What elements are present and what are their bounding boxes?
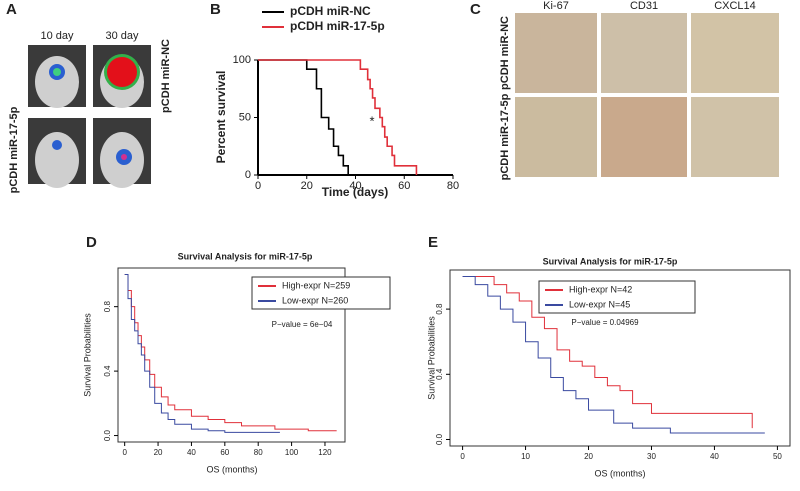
survival-curve bbox=[462, 276, 753, 429]
panel-label: E bbox=[428, 234, 438, 251]
y-axis-label: Percent survival bbox=[214, 71, 228, 164]
row-label: pCDH miR-NC bbox=[160, 39, 172, 113]
col-label: 30 day bbox=[105, 30, 139, 42]
annotation: P−value = 6e−04 bbox=[272, 320, 333, 329]
plot-frame bbox=[449, 269, 791, 447]
legend-box bbox=[538, 280, 696, 314]
x-axis-label: OS (months) bbox=[594, 468, 645, 478]
col-label: CD31 bbox=[630, 0, 658, 12]
x-tick-label: 10 bbox=[521, 452, 530, 461]
x-tick-label: 40 bbox=[187, 448, 196, 457]
x-tick-label: 40 bbox=[710, 452, 719, 461]
row-label: pCDH miR-NC bbox=[499, 16, 511, 90]
x-axis-label: Time (days) bbox=[322, 185, 388, 199]
x-tick-label: 100 bbox=[285, 448, 299, 457]
x-tick-label: 20 bbox=[301, 180, 313, 192]
legend-label: Low-expr N=45 bbox=[569, 299, 630, 309]
y-tick-label: 0 bbox=[245, 169, 251, 181]
y-tick-label: 0.8 bbox=[435, 303, 444, 315]
y-tick-label: 50 bbox=[239, 111, 251, 123]
x-tick-label: 120 bbox=[318, 448, 332, 457]
x-tick-label: 50 bbox=[773, 452, 782, 461]
x-tick-label: 40 bbox=[349, 180, 361, 192]
y-tick-label: 0.4 bbox=[103, 365, 112, 377]
annotation: * bbox=[369, 113, 374, 128]
col-label: 10 day bbox=[40, 30, 74, 42]
legend-label: Low-expr N=260 bbox=[282, 295, 348, 305]
x-tick-label: 30 bbox=[647, 452, 656, 461]
panel-label: A bbox=[6, 1, 17, 18]
panel-label: B bbox=[210, 1, 221, 18]
legend-label: High-expr N=259 bbox=[282, 280, 350, 290]
legend-label: High-expr N=42 bbox=[569, 284, 632, 294]
survival-curve bbox=[258, 59, 418, 175]
row-label: pCDH miR-17-5p bbox=[8, 106, 20, 193]
x-tick-label: 0 bbox=[460, 452, 465, 461]
x-tick-label: 80 bbox=[447, 180, 459, 192]
x-tick-label: 20 bbox=[584, 452, 593, 461]
x-axis-label: OS (months) bbox=[206, 464, 257, 474]
y-tick-label: 100 bbox=[233, 54, 251, 66]
y-tick-label: 0.0 bbox=[435, 433, 444, 445]
plot-frame bbox=[117, 267, 346, 443]
x-tick-label: 0 bbox=[122, 448, 127, 457]
legend-label: pCDH miR-NC bbox=[290, 4, 371, 18]
row-label: pCDH miR-17-5p bbox=[499, 93, 511, 180]
chart-title: Survival Analysis for miR-17-5p bbox=[178, 251, 313, 261]
panel-c-images bbox=[515, 13, 779, 177]
chart-title: Survival Analysis for miR-17-5p bbox=[543, 256, 678, 266]
x-tick-label: 80 bbox=[254, 448, 263, 457]
panel-label: C bbox=[470, 1, 481, 18]
panel-a-images bbox=[28, 45, 151, 188]
y-axis-label: Survival Probabilities bbox=[82, 313, 92, 397]
x-tick-label: 60 bbox=[220, 448, 229, 457]
y-tick-label: 0.8 bbox=[103, 301, 112, 313]
x-tick-label: 0 bbox=[255, 180, 261, 192]
legend-box bbox=[251, 276, 391, 310]
y-axis-label: Survival Probabilities bbox=[426, 316, 436, 400]
x-tick-label: 20 bbox=[154, 448, 163, 457]
legend-label: pCDH miR-17-5p bbox=[290, 19, 385, 33]
y-tick-label: 0.0 bbox=[103, 429, 112, 441]
survival-curve bbox=[462, 276, 765, 434]
col-label: Ki-67 bbox=[543, 0, 569, 12]
y-tick-label: 0.4 bbox=[435, 368, 444, 380]
survival-curve bbox=[124, 273, 280, 433]
panel-label: D bbox=[86, 234, 97, 251]
survival-curve bbox=[258, 59, 349, 175]
x-tick-label: 60 bbox=[398, 180, 410, 192]
annotation: P−value = 0.04969 bbox=[571, 318, 639, 327]
col-label: CXCL14 bbox=[714, 0, 756, 12]
